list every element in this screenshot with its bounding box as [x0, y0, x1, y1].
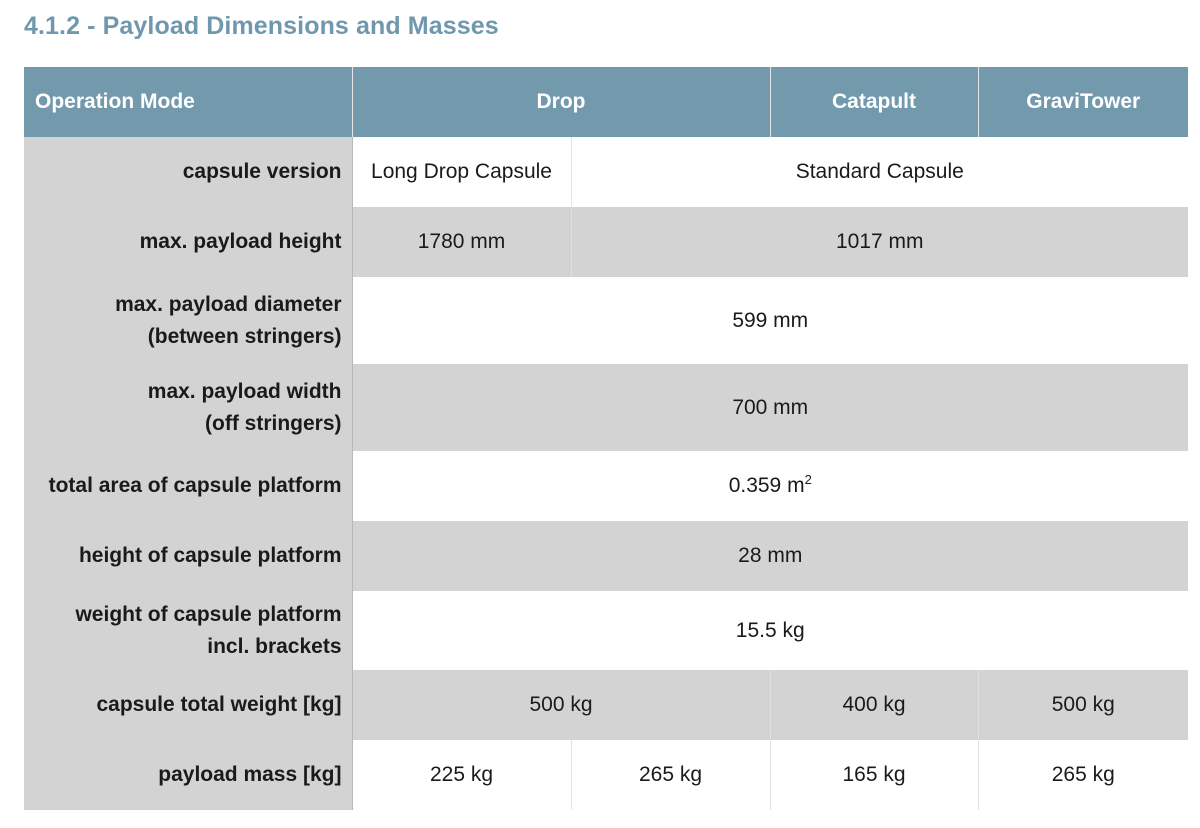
row-label-line1: max. payload width — [147, 379, 342, 403]
header-drop: Drop — [351, 67, 770, 137]
row-label: max. payload height — [24, 207, 353, 277]
cell-long-drop-capsule: Long Drop Capsule — [351, 137, 571, 207]
row-platform-height: height of capsule platform 28 mm — [24, 521, 1188, 591]
cell-catapult-total-weight: 400 kg — [769, 670, 978, 740]
cell-width-value: 700 mm — [351, 364, 1188, 451]
header-row: Operation Mode Drop Catapult GraviTower — [24, 67, 1188, 137]
area-unit-superscript: 2 — [804, 472, 812, 487]
cell-gravitower-total-weight: 500 kg — [977, 670, 1188, 740]
row-label: capsule version — [24, 137, 353, 207]
cell-area-value: 0.359 m2 — [351, 451, 1188, 521]
row-label: total area of capsule platform — [24, 451, 353, 521]
cell-platform-height-value: 28 mm — [351, 521, 1188, 591]
section-title: 4.1.2 - Payload Dimensions and Masses — [24, 12, 499, 40]
row-label: payload mass [kg] — [24, 740, 353, 810]
cell-diameter-value: 599 mm — [351, 277, 1188, 364]
area-value-text: 0.359 m — [728, 474, 805, 497]
row-capsule-total-weight: capsule total weight [kg] 500 kg 400 kg … — [24, 670, 1188, 740]
row-capsule-version: capsule version Long Drop Capsule Standa… — [24, 137, 1188, 207]
row-label: weight of capsule platform incl. bracket… — [24, 591, 353, 670]
header-gravitower: GraviTower — [977, 67, 1188, 137]
header-catapult: Catapult — [769, 67, 978, 137]
cell-catapult-mass: 165 kg — [769, 740, 978, 810]
row-label-line2: incl. brackets — [207, 634, 342, 658]
row-label-line2: (between stringers) — [147, 324, 342, 348]
cell-standard-capsule: Standard Capsule — [570, 137, 1188, 207]
cell-long-drop-height: 1780 mm — [351, 207, 571, 277]
row-platform-area: total area of capsule platform 0.359 m2 — [24, 451, 1188, 521]
row-label-line1: weight of capsule platform — [75, 602, 342, 626]
row-payload-mass: payload mass [kg] 225 kg 265 kg 165 kg 2… — [24, 740, 1188, 810]
row-label: height of capsule platform — [24, 521, 353, 591]
row-payload-diameter: max. payload diameter (between stringers… — [24, 277, 1188, 364]
row-label: capsule total weight [kg] — [24, 670, 353, 740]
row-label: max. payload diameter (between stringers… — [24, 277, 353, 364]
cell-drop-total-weight: 500 kg — [351, 670, 770, 740]
cell-standard-height: 1017 mm — [570, 207, 1188, 277]
row-payload-width: max. payload width (off stringers) 700 m… — [24, 364, 1188, 451]
header-operation-mode: Operation Mode — [24, 67, 352, 137]
cell-drop-long-mass: 225 kg — [351, 740, 571, 810]
row-payload-height: max. payload height 1780 mm 1017 mm — [24, 207, 1188, 277]
row-platform-weight: weight of capsule platform incl. bracket… — [24, 591, 1188, 670]
row-label-line1: max. payload diameter — [115, 292, 342, 316]
row-label-line2: (off stringers) — [205, 411, 342, 435]
cell-gravitower-mass: 265 kg — [977, 740, 1188, 810]
row-label: max. payload width (off stringers) — [24, 364, 353, 451]
cell-drop-standard-mass: 265 kg — [570, 740, 770, 810]
cell-platform-weight-value: 15.5 kg — [351, 591, 1188, 670]
payload-spec-table: Operation Mode Drop Catapult GraviTower … — [24, 67, 1188, 810]
